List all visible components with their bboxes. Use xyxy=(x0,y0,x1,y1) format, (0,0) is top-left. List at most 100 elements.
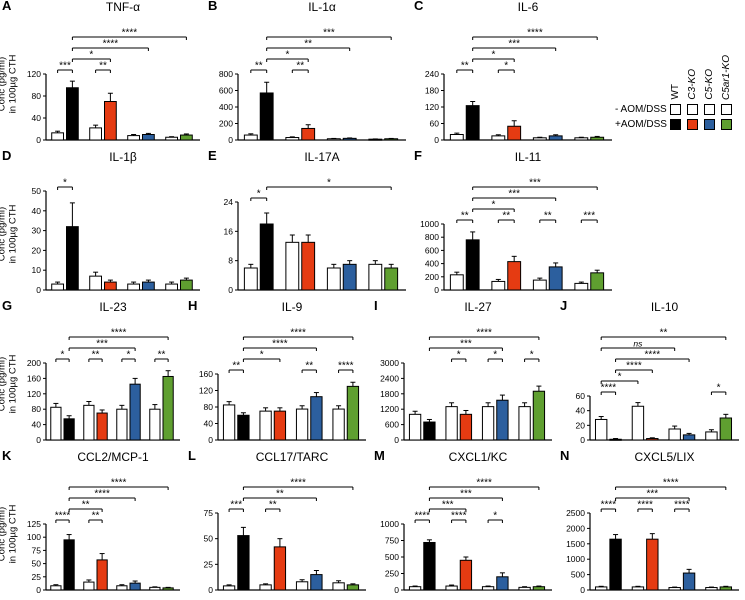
bar xyxy=(609,538,622,591)
significance-label: **** xyxy=(626,361,642,372)
bar xyxy=(346,385,360,441)
significance-label: ** xyxy=(276,489,284,500)
significance-label: **** xyxy=(601,500,617,511)
bar xyxy=(222,404,236,441)
y-tick-label: 800 xyxy=(219,69,233,79)
y-tick-label: 2000 xyxy=(566,523,585,533)
y-tick-label: 120 xyxy=(199,386,213,396)
legend-row-label: +AOM/DSS xyxy=(615,119,667,130)
y-tick-label: 400 xyxy=(425,259,439,269)
bar xyxy=(449,274,464,291)
bar xyxy=(445,585,458,591)
y-tick-label: 75 xyxy=(204,508,214,518)
bar xyxy=(142,281,155,291)
y-tick-label: 500 xyxy=(571,570,585,580)
significance-label: **** xyxy=(601,383,617,394)
legend-swatch xyxy=(721,119,732,130)
significance-label: *** xyxy=(583,211,595,222)
panel-title: IL-11 xyxy=(514,150,542,164)
bar xyxy=(496,576,509,591)
bar xyxy=(423,421,436,441)
bar xyxy=(295,581,309,591)
bar xyxy=(594,586,608,591)
bar xyxy=(285,241,300,291)
bar xyxy=(50,406,62,441)
significance-label: **** xyxy=(111,328,127,339)
y-tick-label: 0 xyxy=(394,435,399,445)
significance-label: ** xyxy=(92,350,100,361)
y-tick-label: 600 xyxy=(385,420,399,430)
panel-letter: N xyxy=(560,448,570,463)
significance-label: **** xyxy=(527,28,543,39)
bar xyxy=(532,137,547,141)
bar xyxy=(326,138,341,141)
y-tick-label: 0 xyxy=(228,135,233,145)
bar xyxy=(243,134,258,141)
y-tick-label: 0 xyxy=(228,285,233,295)
bar xyxy=(491,280,506,291)
bar xyxy=(719,586,733,591)
significance-label: * xyxy=(127,350,131,361)
bar xyxy=(63,418,75,441)
y-tick-label: 0 xyxy=(394,585,399,595)
bar xyxy=(332,582,345,591)
bar xyxy=(104,101,117,141)
bar xyxy=(705,587,718,591)
panel-G: G IL-23 Conc (pg/ml) in 100µg CTH 0 40 80 120 16… xyxy=(0,298,186,450)
panel-title: IL-1β xyxy=(109,150,137,164)
bar xyxy=(149,408,161,441)
y-tick-label: 0 xyxy=(434,285,439,295)
bar xyxy=(259,584,272,591)
y-tick-label: 0 xyxy=(208,435,213,445)
bar xyxy=(149,586,161,591)
legend-group-wt: WT xyxy=(669,84,681,100)
legend-swatch xyxy=(670,119,681,130)
bar xyxy=(127,283,141,291)
bar xyxy=(295,408,309,441)
bar xyxy=(590,136,605,141)
legend-row-label: - AOM/DSS xyxy=(615,104,667,115)
y-tick-label: 40 xyxy=(32,420,42,430)
y-tick-label: 500 xyxy=(385,552,399,562)
significance-label: **** xyxy=(663,478,679,489)
significance-label: **** xyxy=(645,350,661,361)
significance-label: ** xyxy=(82,500,90,511)
y-tick-label: 2400 xyxy=(380,373,399,383)
bar xyxy=(682,572,696,591)
panel-title: IL-6 xyxy=(517,0,539,14)
panel-A: A TNF-α Conc (pg/ml) in 100µg CTH 0 40 80 120 **… xyxy=(0,0,206,150)
y-tick-label: 25 xyxy=(204,559,214,569)
bar xyxy=(162,375,174,441)
panel-C: C IL-6 0 60 120 180 240 ** * * *** **** xyxy=(412,0,618,150)
legend-row-minus-aomdss: - AOM/DSS xyxy=(615,104,745,115)
bar xyxy=(408,413,422,441)
y-tick-label: 1000 xyxy=(380,519,399,529)
significance-label: ** xyxy=(296,61,304,72)
significance-label: *** xyxy=(59,61,71,72)
bar xyxy=(273,546,287,591)
bar xyxy=(142,134,155,141)
significance-label: * xyxy=(63,178,67,189)
y-tick-label: 160 xyxy=(27,373,41,383)
y-tick-label: 75 xyxy=(32,545,42,555)
y-tick-label: 60 xyxy=(430,119,440,129)
chart-E: 0 8 16 24 * * xyxy=(224,178,406,295)
bar xyxy=(50,585,62,591)
bar xyxy=(423,541,436,591)
bar xyxy=(459,413,473,441)
significance-label: * xyxy=(493,511,497,522)
y-tick-label: 10 xyxy=(32,265,42,275)
y-tick-label: 0 xyxy=(36,435,41,445)
bar xyxy=(326,267,341,291)
bar xyxy=(548,266,563,291)
bar xyxy=(449,134,464,141)
bar xyxy=(408,586,422,591)
y-tick-label: 0 xyxy=(208,585,213,595)
legend-swatch xyxy=(704,104,715,115)
bar xyxy=(63,539,75,591)
bar xyxy=(237,535,250,591)
panel-title: CCL2/MCP-1 xyxy=(77,450,149,464)
panel-title: IL-17A xyxy=(304,150,340,164)
